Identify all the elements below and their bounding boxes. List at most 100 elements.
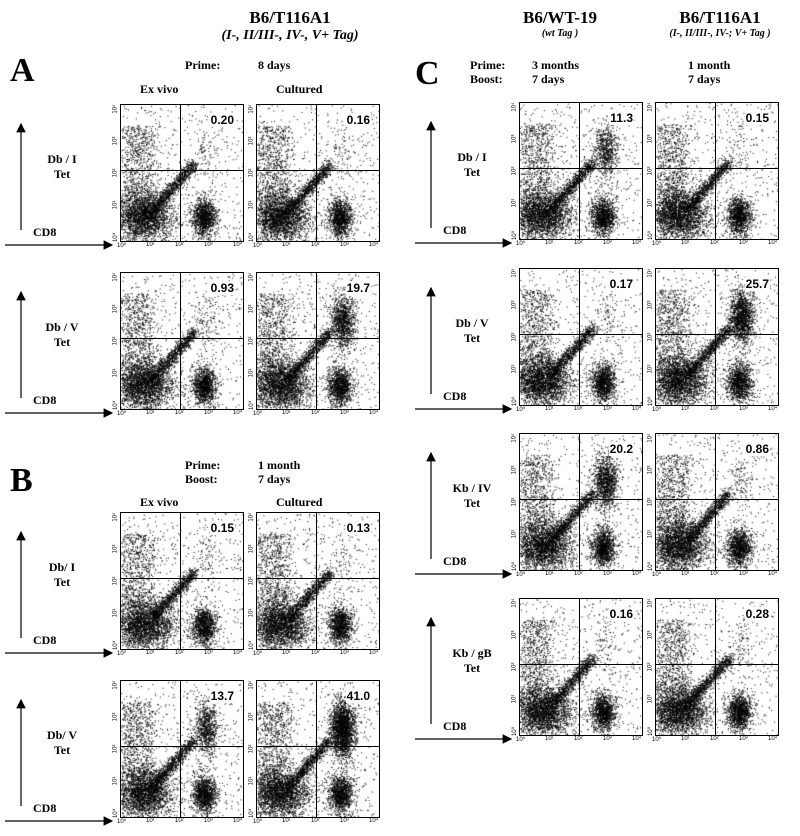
- y-axis-label-line1: Kb / IV: [452, 480, 492, 495]
- x-tick-label: 10⁴: [632, 736, 642, 742]
- quadrant-percentage: 0.16: [345, 113, 371, 127]
- x-tick-label: 10⁴: [369, 242, 379, 248]
- y-tick-label: 10²: [248, 336, 255, 346]
- dot-plot: 0.15: [655, 102, 779, 240]
- dot-plot-scatter: [656, 599, 778, 735]
- quadrant-line-vertical: [715, 599, 716, 735]
- quadrant-line-vertical: [316, 105, 317, 241]
- x-tick-label: 10⁰: [117, 243, 127, 249]
- y-tick-label: 10²: [112, 336, 119, 346]
- panel-c-boost-label: Boost:: [470, 72, 503, 86]
- dot-plot-scatter: [121, 513, 243, 649]
- x-tick-label: 10¹: [545, 406, 554, 412]
- y-tick-label: 10³: [511, 630, 518, 640]
- y-tick-label: 10³: [112, 136, 119, 146]
- x-tick-label: 10¹: [146, 242, 155, 248]
- y-axis-label: Db/ V Tet: [27, 728, 97, 758]
- x-tick-label: 10¹: [282, 650, 291, 656]
- x-tick-label: 10¹: [681, 736, 690, 742]
- quadrant-line-horizontal: [656, 499, 778, 500]
- y-tick-label: 10⁰: [512, 561, 519, 572]
- x-tick-label: 10⁴: [768, 736, 778, 742]
- y-tick-label: 10⁴: [647, 598, 654, 608]
- dot-plot: 20.2: [519, 433, 643, 571]
- x-tick-label: 10⁰: [652, 572, 662, 578]
- x-tick-label: 10⁰: [652, 407, 662, 413]
- y-tick-label: 10⁴: [248, 272, 255, 282]
- quadrant-line-horizontal: [121, 578, 243, 579]
- y-tick-label: 10¹: [112, 200, 119, 210]
- x-tick-label: 10⁰: [253, 819, 263, 825]
- x-tick-label: 10²: [710, 736, 719, 742]
- mid-header: B6/WT-19 (wt Tag ): [495, 8, 625, 39]
- x-tick-label: 10⁰: [652, 241, 662, 247]
- quadrant-percentage: 41.0: [345, 689, 371, 703]
- x-tick-label: 10¹: [681, 240, 690, 246]
- x-tick-label: 10⁴: [233, 818, 243, 824]
- x-tick-label: 10²: [710, 571, 719, 577]
- quadrant-line-vertical: [180, 105, 181, 241]
- panel-b-boost-value: 7 days: [258, 472, 291, 486]
- x-tick-label: 10²: [175, 410, 184, 416]
- x-tick-label: 10²: [574, 406, 583, 412]
- y-axis-label-line1: Db / I: [47, 151, 77, 166]
- x-tick-label: 10³: [739, 406, 748, 412]
- dot-plot: 0.16: [256, 104, 380, 242]
- quadrant-percentage: 20.2: [608, 442, 634, 456]
- dot-plot: 0.15: [120, 512, 244, 650]
- x-tick-label: 10¹: [282, 818, 291, 824]
- x-tick-label: 10⁴: [233, 410, 243, 416]
- panel-a-letter: A: [10, 52, 35, 89]
- quadrant-line-horizontal: [520, 334, 642, 335]
- panel-b-letter: B: [10, 462, 33, 499]
- x-tick-label: 10⁰: [117, 411, 127, 417]
- y-tick-label: 10⁰: [249, 232, 256, 243]
- y-tick-label: 10¹: [647, 364, 654, 374]
- dot-plot-scatter: [520, 269, 642, 405]
- y-tick-label: 10¹: [647, 694, 654, 704]
- y-tick-label: 10¹: [248, 200, 255, 210]
- x-tick-label: 10¹: [146, 818, 155, 824]
- y-axis-label-line1: Kb / gB: [452, 645, 492, 660]
- panel-c-letter: C: [415, 55, 440, 92]
- y-tick-label: 10²: [248, 168, 255, 178]
- dot-plot: 19.7: [256, 272, 380, 410]
- x-tick-label: 10²: [311, 242, 320, 248]
- dot-plot-scatter: [257, 681, 379, 817]
- x-tick-label: 10⁴: [369, 650, 379, 656]
- y-axis-label-line2: Tet: [53, 742, 71, 757]
- x-tick-label: 10²: [574, 240, 583, 246]
- y-tick-label: 10³: [647, 465, 654, 475]
- y-tick-label: 10¹: [647, 198, 654, 208]
- x-tick-label: 10⁴: [632, 571, 642, 577]
- quadrant-percentage: 0.15: [209, 521, 235, 535]
- x-tick-label: 10¹: [545, 240, 554, 246]
- dot-plot: 0.16: [519, 598, 643, 736]
- y-tick-label: 10⁰: [648, 726, 655, 737]
- y-tick-label: 10⁰: [113, 808, 120, 819]
- dot-plot: 0.93: [120, 272, 244, 410]
- x-tick-label: 10¹: [545, 736, 554, 742]
- panel-b-prime-value: 1 month: [258, 458, 301, 472]
- x-axis-label: CD8: [33, 633, 57, 647]
- x-tick-label: 10²: [574, 736, 583, 742]
- dot-plot: 0.20: [120, 104, 244, 242]
- dot-plot: 25.7: [655, 268, 779, 406]
- x-tick-label: 10¹: [282, 242, 291, 248]
- panel-c-col2-prime: 1 month: [688, 58, 731, 72]
- x-tick-label: 10²: [710, 240, 719, 246]
- quadrant-line-horizontal: [257, 338, 379, 339]
- x-tick-label: 10⁴: [233, 650, 243, 656]
- left-header: B6/T116A1 (I-, II/III-, IV-, V+ Tag): [160, 8, 420, 44]
- x-tick-label: 10²: [311, 410, 320, 416]
- y-tick-label: 10⁴: [511, 433, 518, 443]
- y-tick-label: 10⁰: [512, 396, 519, 407]
- y-tick-label: 10²: [511, 497, 518, 507]
- panel-a-prime-label: Prime:: [185, 58, 221, 72]
- y-axis-label-line1: Db / V: [45, 319, 79, 334]
- x-tick-label: 10⁴: [369, 818, 379, 824]
- y-axis-label-line1: Db / V: [455, 315, 489, 330]
- x-tick-label: 10³: [340, 242, 349, 248]
- dot-plot-scatter: [656, 103, 778, 239]
- x-tick-label: 10²: [175, 242, 184, 248]
